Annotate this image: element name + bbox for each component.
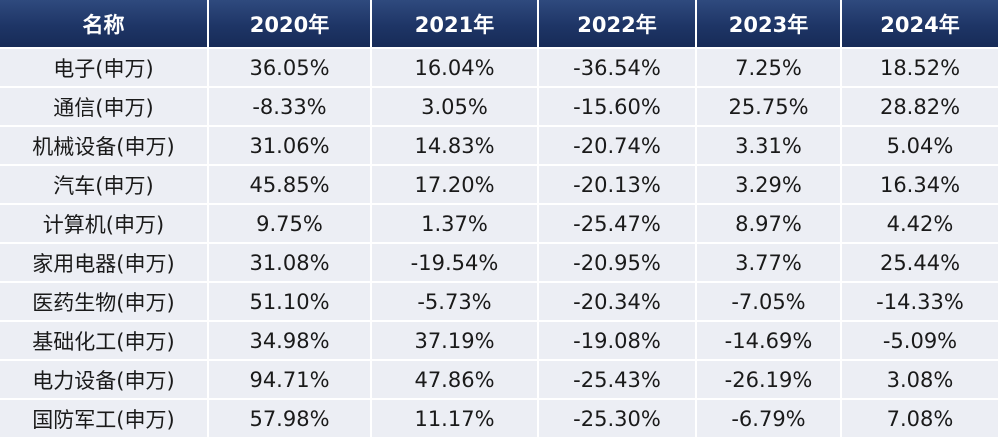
column-header-2021: 2021年 (372, 0, 539, 47)
table-row: 医药生物(申万) 51.10% -5.73% -20.34% -7.05% -14.33% (0, 281, 998, 320)
table-cell-y2021: 16.04% (372, 47, 539, 86)
table-cell-name: 机械设备(申万) (0, 125, 209, 164)
table-cell-y2023: -26.19% (697, 359, 842, 398)
column-header-2023: 2023年 (697, 0, 842, 47)
table-cell-name: 家用电器(申万) (0, 242, 209, 281)
table-cell-y2023: 3.29% (697, 164, 842, 203)
table-row: 基础化工(申万) 34.98% 37.19% -19.08% -14.69% -5.09% (0, 320, 998, 359)
table-cell-y2024: 3.08% (842, 359, 998, 398)
table-cell-y2022: -36.54% (539, 47, 697, 86)
table-cell-name: 计算机(申万) (0, 203, 209, 242)
table-cell-name: 基础化工(申万) (0, 320, 209, 359)
table-cell-y2022: -15.60% (539, 86, 697, 125)
column-header-2020: 2020年 (209, 0, 372, 47)
table-cell-y2021: 3.05% (372, 86, 539, 125)
table-cell-y2020: 31.06% (209, 125, 372, 164)
table-cell-y2023: -7.05% (697, 281, 842, 320)
table-cell-y2024: 5.04% (842, 125, 998, 164)
table-cell-name: 通信(申万) (0, 86, 209, 125)
table-cell-name: 电力设备(申万) (0, 359, 209, 398)
table-cell-name: 医药生物(申万) (0, 281, 209, 320)
table-cell-y2022: -20.13% (539, 164, 697, 203)
table-cell-y2020: 31.08% (209, 242, 372, 281)
table-row: 机械设备(申万) 31.06% 14.83% -20.74% 3.31% 5.04% (0, 125, 998, 164)
table-cell-name: 国防军工(申万) (0, 398, 209, 437)
table-cell-y2022: -25.30% (539, 398, 697, 437)
table-row: 国防军工(申万) 57.98% 11.17% -25.30% -6.79% 7.08% (0, 398, 998, 437)
table-cell-y2022: -25.47% (539, 203, 697, 242)
table-cell-y2023: -14.69% (697, 320, 842, 359)
table-cell-y2023: -6.79% (697, 398, 842, 437)
table-cell-y2023: 3.31% (697, 125, 842, 164)
column-header-2022: 2022年 (539, 0, 697, 47)
table-cell-y2024: 7.08% (842, 398, 998, 437)
table-body: 电子(申万) 36.05% 16.04% -36.54% 7.25% 18.52% 通信(申… (0, 47, 998, 437)
table-row: 计算机(申万) 9.75% 1.37% -25.47% 8.97% 4.42% (0, 203, 998, 242)
table-cell-y2023: 8.97% (697, 203, 842, 242)
table-cell-name: 电子(申万) (0, 47, 209, 86)
table-cell-y2024: -14.33% (842, 281, 998, 320)
table-cell-y2021: 14.83% (372, 125, 539, 164)
table-cell-y2020: 45.85% (209, 164, 372, 203)
table-cell-y2024: 18.52% (842, 47, 998, 86)
table-cell-y2024: 4.42% (842, 203, 998, 242)
table-cell-y2023: 25.75% (697, 86, 842, 125)
table-cell-y2021: -5.73% (372, 281, 539, 320)
table-row: 通信(申万) -8.33% 3.05% -15.60% 25.75% 28.82% (0, 86, 998, 125)
table-cell-y2020: 94.71% (209, 359, 372, 398)
table-row: 电子(申万) 36.05% 16.04% -36.54% 7.25% 18.52% (0, 47, 998, 86)
table-cell-y2020: -8.33% (209, 86, 372, 125)
table-cell-y2020: 36.05% (209, 47, 372, 86)
table-row: 汽车(申万) 45.85% 17.20% -20.13% 3.29% 16.34% (0, 164, 998, 203)
table-cell-y2022: -25.43% (539, 359, 697, 398)
table-cell-y2021: 11.17% (372, 398, 539, 437)
table-cell-y2023: 7.25% (697, 47, 842, 86)
column-header-2024: 2024年 (842, 0, 998, 47)
table-cell-y2020: 9.75% (209, 203, 372, 242)
table-cell-y2020: 57.98% (209, 398, 372, 437)
table-cell-y2021: 37.19% (372, 320, 539, 359)
table-cell-y2021: -19.54% (372, 242, 539, 281)
column-header-name: 名称 (0, 0, 209, 47)
table-cell-y2024: -5.09% (842, 320, 998, 359)
table-cell-y2023: 3.77% (697, 242, 842, 281)
table-cell-y2021: 1.37% (372, 203, 539, 242)
table-cell-y2022: -20.74% (539, 125, 697, 164)
table-cell-y2024: 25.44% (842, 242, 998, 281)
table-cell-name: 汽车(申万) (0, 164, 209, 203)
table-cell-y2022: -20.95% (539, 242, 697, 281)
table-cell-y2020: 34.98% (209, 320, 372, 359)
table-cell-y2024: 28.82% (842, 86, 998, 125)
header-row: 名称 2020年 2021年 2022年 2023年 2024年 (0, 0, 998, 47)
table-cell-y2021: 47.86% (372, 359, 539, 398)
table-row: 电力设备(申万) 94.71% 47.86% -25.43% -26.19% 3.08% (0, 359, 998, 398)
table-cell-y2022: -20.34% (539, 281, 697, 320)
table-cell-y2021: 17.20% (372, 164, 539, 203)
table-cell-y2022: -19.08% (539, 320, 697, 359)
table-cell-y2024: 16.34% (842, 164, 998, 203)
table-row: 家用电器(申万) 31.08% -19.54% -20.95% 3.77% 25.44% (0, 242, 998, 281)
table-cell-y2020: 51.10% (209, 281, 372, 320)
